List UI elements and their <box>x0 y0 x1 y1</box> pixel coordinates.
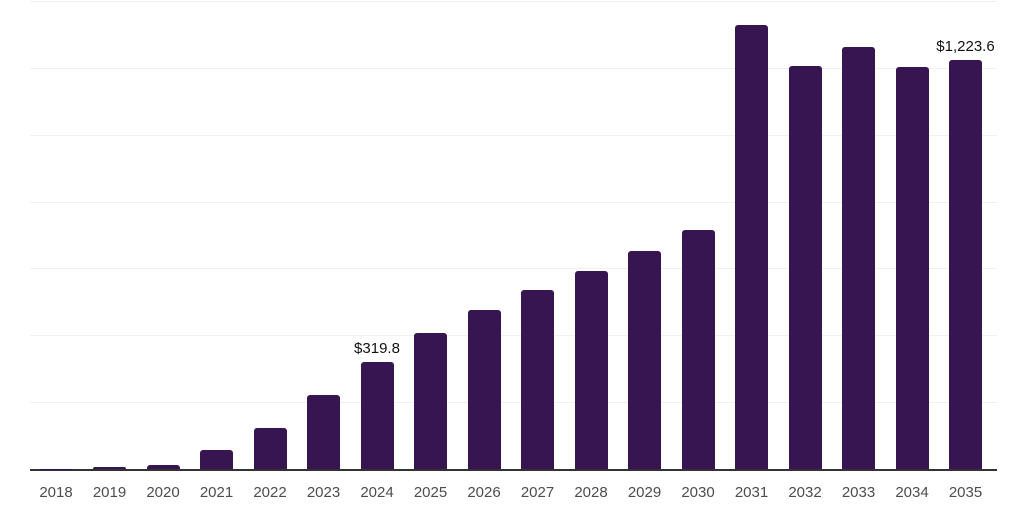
bar-2024[interactable] <box>360 362 394 469</box>
bar-2031[interactable] <box>735 25 768 469</box>
bar-2034[interactable] <box>895 66 929 469</box>
bar-2035[interactable] <box>949 59 982 469</box>
gridline-800 <box>30 201 997 203</box>
bar-2025[interactable] <box>414 332 447 469</box>
gridline-600 <box>30 268 997 270</box>
bar-2020[interactable] <box>146 464 180 469</box>
x-tick-label-2023: 2023 <box>306 484 341 501</box>
x-tick-label-2031: 2031 <box>734 484 769 501</box>
gridline-400 <box>30 335 997 337</box>
x-tick-label-2027: 2027 <box>520 484 555 501</box>
bar-value-label-2024: $319.8 <box>354 340 400 358</box>
bar-2033[interactable] <box>842 47 875 469</box>
gridline-1400 <box>30 1 997 2</box>
x-tick-label-2034: 2034 <box>895 484 929 501</box>
x-tick-label-2022: 2022 <box>253 484 287 501</box>
bar-2029[interactable] <box>628 251 661 469</box>
bar-2022[interactable] <box>253 427 287 469</box>
bar-2028[interactable] <box>574 271 608 469</box>
x-tick-label-2020: 2020 <box>146 484 180 501</box>
bar-2021[interactable] <box>200 449 233 469</box>
x-tick-label-2021: 2021 <box>199 484 234 501</box>
bar-2023[interactable] <box>307 395 340 469</box>
x-tick-label-2033: 2033 <box>841 484 876 501</box>
gridline-1000 <box>30 134 997 136</box>
gridline-1200 <box>30 67 997 69</box>
x-tick-label-2018: 2018 <box>39 484 73 501</box>
x-tick-label-2032: 2032 <box>788 484 822 501</box>
x-tick-label-2030: 2030 <box>681 484 715 501</box>
bar-2019[interactable] <box>93 467 126 469</box>
gridline-200 <box>30 402 997 404</box>
plot-area: $319.8 $1,223.6 <box>30 1 997 471</box>
bar-value-label-2035: $1,223.6 <box>936 37 995 55</box>
x-tick-label-2035: 2035 <box>948 484 983 501</box>
bar-2032[interactable] <box>788 65 822 469</box>
x-tick-label-2026: 2026 <box>467 484 501 501</box>
bar-2030[interactable] <box>681 230 715 469</box>
x-tick-label-2025: 2025 <box>413 484 448 501</box>
bar-2026[interactable] <box>467 309 501 469</box>
x-tick-label-2024: 2024 <box>360 484 394 501</box>
bar-2027[interactable] <box>521 289 554 469</box>
x-axis-tick-labels: 2018 2019 2020 2021 2022 2023 2024 2025 2026 2027… <box>30 483 997 503</box>
x-tick-label-2028: 2028 <box>574 484 608 501</box>
x-tick-label-2019: 2019 <box>92 484 127 501</box>
x-tick-label-2029: 2029 <box>627 484 662 501</box>
